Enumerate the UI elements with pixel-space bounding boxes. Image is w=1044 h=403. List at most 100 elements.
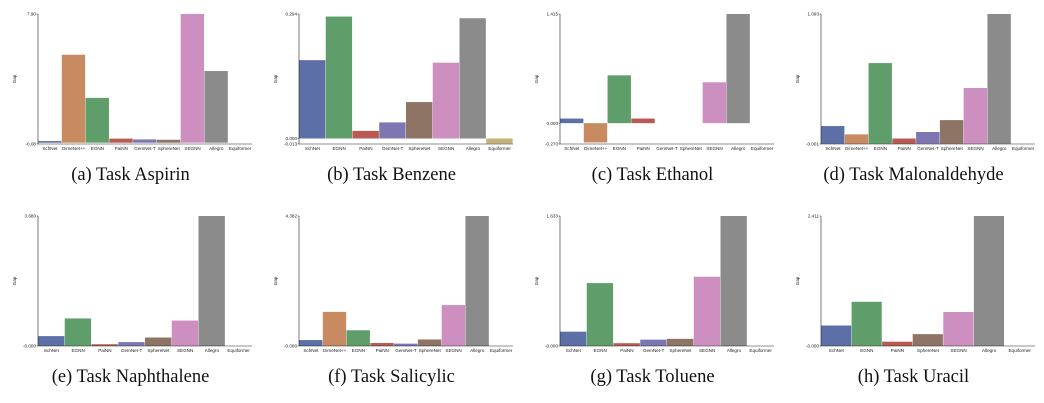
x-tick-label: Allegro [205,348,220,353]
bar-painn [91,344,118,346]
bar-schnet [299,340,323,346]
bar-gemnet-t [394,343,418,346]
bar-painn [370,343,394,346]
bar-chart: SchNet EGNN PaiNN GemNet-T SphereNet SEGNN All… [273,12,513,151]
bar-chart: SchNet DimeNet++ EGNN PaiNN GemNet-T SphereNe… [273,214,513,353]
x-tick-label: Equiformer [227,348,250,353]
bar-dimenet- [844,134,869,144]
x-tick-label: GemNet-T [917,146,939,151]
x-tick-label: SEGNN [699,348,715,353]
chart-panel: SchNet DimeNet++ EGNN PaiNN GemNet-T SphereNe… [522,0,783,201]
y-tick-label: -0.000 [23,344,36,349]
x-tick-label: Equiformer [751,146,774,151]
y-tick-label: 0.000 [547,121,559,126]
x-tick-label: Allegro [982,348,997,353]
bar-allegro [987,14,1011,144]
bar-allegro [726,14,750,124]
bar-segnn [702,82,727,124]
y-tick-label: -0.001 [806,142,819,147]
bar-allegro [973,216,1005,346]
bar-egnn [607,75,631,124]
x-tick-label: GemNet-T [382,146,404,151]
bar-segnn [963,88,988,144]
x-tick-label: SchNet [566,348,582,353]
y-tick-label: -0.000 [545,344,558,349]
bar-painn [352,130,379,139]
bar-gemnet-t [916,132,940,144]
x-tick-label: SphereNet [419,348,442,353]
x-tick-label: DimeNet++ [323,348,347,353]
y-axis-label: Gap [795,74,800,83]
y-tick-label: 1.093 [808,12,820,17]
y-tick-label: 1.633 [547,214,559,219]
y-tick-label: -0.08 [26,142,37,147]
bar-spherenet [145,337,172,346]
bar-segnn [441,305,466,346]
x-tick-label: Equiformer [749,348,772,353]
x-tick-label: EGNN [593,348,606,353]
x-tick-label: SEGNN [177,348,193,353]
x-tick-label: SchNet [44,348,60,353]
x-tick-label: GemNet-T [134,146,156,151]
x-tick-label: Allegro [470,348,485,353]
bar-spherenet [156,139,181,143]
chart-panel: SchNet EGNN PaiNN SphereNet SEGNN Allegro Equi… [783,202,1044,403]
y-tick-label: -0.270 [545,142,558,147]
x-tick-label: EGNN [352,348,365,353]
x-tick-label: PaiNN [620,348,633,353]
x-tick-label: PaiNN [359,146,372,151]
bar-schnet [821,126,845,144]
x-tick-label: SphereNet [147,348,170,353]
x-tick-label: SphereNet [669,348,692,353]
y-axis-label: Gap [12,276,17,285]
bar-schnet [560,331,587,346]
x-tick-label: GemNet-T [121,348,143,353]
y-tick-label: 4.382 [286,214,298,219]
bar-gemnet-t [133,139,157,143]
bar-segnn [693,276,721,346]
chart-panel: SchNet EGNN PaiNN GemNet-T SphereNet SEGNN All… [261,0,522,201]
x-tick-label: SEGNN [967,146,983,151]
panel-caption: (f) Task Salicylic [328,367,455,387]
bar-equiformer [486,138,513,144]
bar-schnet [38,141,62,143]
bar-gemnet-t [379,122,406,139]
x-tick-label: PaiNN [115,146,128,151]
bar-segnn [180,14,205,143]
x-tick-label: Equiformer [1012,146,1035,151]
bar-dimenet- [322,311,347,346]
x-tick-label: PaiNN [891,348,904,353]
y-axis-label: Gap [534,74,539,83]
x-tick-label: Allegro [992,146,1007,151]
y-axis-label: Gap [273,276,278,285]
x-tick-label: DimeNet++ [62,146,86,151]
y-tick-label: -0.000 [806,344,819,349]
x-tick-label: SphereNet [408,146,431,151]
y-tick-label: 2.411 [808,214,820,219]
x-tick-label: Equiformer [229,146,252,151]
x-tick-label: SchNet [305,146,321,151]
y-tick-label: -0.013 [284,142,297,147]
x-tick-label: Equiformer [1008,348,1031,353]
bar-gemnet-t [118,342,145,346]
x-tick-label: PaiNN [376,348,389,353]
x-tick-label: SchNet [303,348,319,353]
panel-caption: (e) Task Naphthalene [51,367,210,387]
bar-chart: SchNet EGNN PaiNN GemNet-T SphereNet SEGNN All… [534,214,774,353]
x-tick-label: PaiNN [98,348,111,353]
x-tick-label: Allegro [209,146,224,151]
x-tick-label: Equiformer [490,348,513,353]
chart-panel: SchNet DimeNet++ EGNN PaiNN GemNet-T SphereNe… [0,0,261,201]
chart-panel: SchNet DimeNet++ EGNN PaiNN GemNet-T SphereNe… [783,0,1044,201]
bar-chart: SchNet DimeNet++ EGNN PaiNN GemNet-T SphereNe… [534,12,774,151]
bar-painn [109,138,133,143]
x-tick-label: PaiNN [637,146,650,151]
x-tick-label: EGNN [91,146,104,151]
bar-schnet [299,60,326,139]
x-tick-label: SphereNet [941,146,964,151]
y-axis-label: Gap [795,276,800,285]
x-tick-label: Allegro [731,146,746,151]
x-tick-label: SphereNet [680,146,703,151]
bar-allegro [459,18,486,139]
x-tick-label: SchNet [564,146,580,151]
